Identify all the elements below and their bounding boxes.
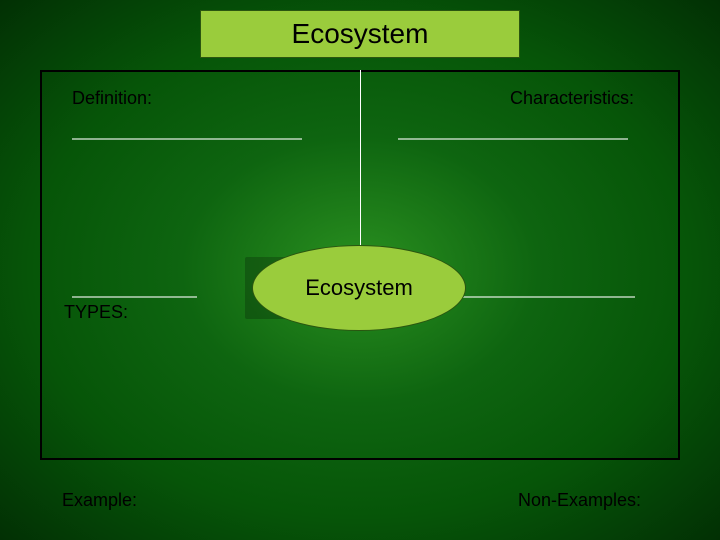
label-characteristics: Characteristics: [510, 88, 634, 109]
center-ellipse: Ecosystem [252, 245, 466, 331]
underline-top-right [398, 138, 628, 140]
connector-vertical [360, 70, 361, 265]
label-definition: Definition: [72, 88, 152, 109]
label-nonexamples: Non-Examples: [518, 490, 641, 511]
label-example: Example: [62, 490, 137, 511]
underline-top-left [72, 138, 302, 140]
label-types: TYPES: [64, 302, 128, 323]
title-box: Ecosystem [200, 10, 520, 58]
center-ellipse-label: Ecosystem [305, 275, 413, 301]
underline-mid-right [460, 296, 635, 298]
slide-title: Ecosystem [292, 18, 429, 50]
underline-mid-left [72, 296, 197, 298]
